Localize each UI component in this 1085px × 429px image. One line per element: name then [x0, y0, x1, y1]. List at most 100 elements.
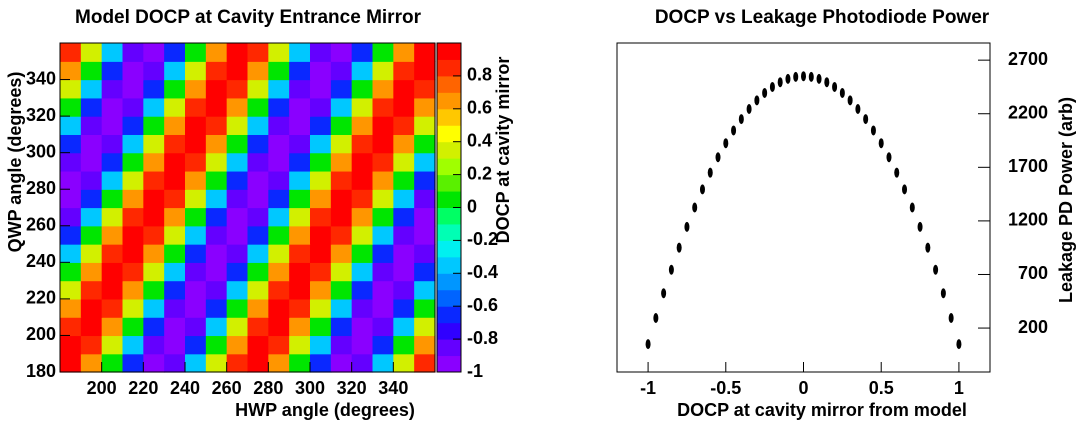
scatter-point — [731, 125, 737, 136]
heatmap-cell — [310, 97, 332, 117]
heatmap-cell — [330, 353, 353, 373]
heatmap-cell — [268, 152, 290, 172]
heatmap-cell — [226, 225, 249, 245]
heatmap-cell — [414, 244, 436, 263]
x-tick-label: 320 — [337, 378, 367, 398]
x-tick-label: 340 — [378, 378, 408, 398]
y-tick-label: 280 — [26, 178, 56, 198]
heatmap-cell — [185, 280, 207, 300]
heatmap-cell — [393, 335, 415, 355]
heatmap-cell — [164, 353, 186, 373]
heatmap-cell — [351, 116, 374, 135]
heatmap-cell — [310, 244, 332, 263]
heatmap-cell — [268, 317, 290, 337]
y-tick-label: 2200 — [1008, 102, 1048, 122]
x-tick-label: -1 — [640, 378, 656, 398]
heatmap-cell — [289, 116, 311, 135]
y-tick-label: 240 — [26, 251, 56, 271]
heatmap-cell — [247, 61, 269, 81]
heatmap-cell — [414, 97, 436, 117]
heatmap-cell — [351, 97, 374, 117]
heatmap-cell — [226, 353, 249, 373]
scatter-point — [956, 339, 962, 350]
heatmap-cell — [143, 298, 165, 318]
scatter-point — [816, 73, 822, 84]
color-scale-tick-label: 0.8 — [467, 65, 492, 85]
heatmap-cell — [393, 189, 415, 209]
heatmap-cell — [289, 298, 311, 318]
heatmap-cell — [185, 79, 207, 99]
heatmap-cell — [205, 152, 228, 172]
x-tick-label: 260 — [212, 378, 242, 398]
x-axis-label: DOCP at cavity mirror from model — [677, 400, 967, 420]
heatmap-cell — [122, 298, 144, 318]
heatmap-cell — [60, 189, 82, 209]
heatmap-cell — [226, 244, 249, 263]
scatter-point — [738, 114, 744, 125]
heatmap-cell — [226, 61, 249, 81]
heatmap-cell — [414, 152, 436, 172]
heatmap-cell — [101, 317, 124, 337]
y-tick-label: 320 — [26, 105, 56, 125]
heatmap-cell — [185, 152, 207, 172]
heatmap-cell — [143, 335, 165, 355]
heatmap-cell — [164, 244, 186, 263]
plot-frame — [616, 42, 991, 373]
color-scale-box — [437, 141, 461, 159]
heatmap-cell — [372, 79, 394, 99]
heatmap-cell — [330, 298, 353, 318]
heatmap-cell — [414, 262, 436, 282]
heatmap-cell — [164, 298, 186, 318]
heatmap-cell — [205, 116, 228, 135]
heatmap-cell — [80, 170, 103, 190]
scatter-point — [839, 87, 845, 98]
heatmap-cell — [60, 170, 82, 190]
color-scale-tick-label: 0 — [467, 196, 477, 216]
y-tick-label: 260 — [26, 215, 56, 235]
scatter-point — [870, 125, 876, 136]
heatmap-cell — [393, 207, 415, 227]
heatmap-cell — [101, 61, 124, 81]
heatmap-cell — [122, 317, 144, 337]
heatmap-cell — [393, 244, 415, 263]
scatter-point — [925, 242, 931, 253]
scatter-point — [940, 288, 946, 299]
heatmap-cell — [289, 61, 311, 81]
x-tick-label: 200 — [87, 378, 117, 398]
heatmap-cell — [414, 298, 436, 318]
heatmap-cell — [247, 317, 269, 337]
heatmap-cell — [247, 134, 269, 154]
heatmap-cell — [268, 335, 290, 355]
scatter-point — [832, 81, 838, 92]
heatmap-cell — [122, 152, 144, 172]
heatmap-cell — [205, 244, 228, 263]
heatmap-cell — [185, 335, 207, 355]
heatmap-cell — [351, 280, 374, 300]
heatmap-cell — [351, 134, 374, 154]
heatmap-cell — [289, 152, 311, 172]
heatmap-cell — [393, 170, 415, 190]
heatmap-cell — [80, 189, 103, 209]
heatmap-cell — [122, 170, 144, 190]
heatmap-cell — [60, 298, 82, 318]
heatmap-cell — [372, 280, 394, 300]
scatter-point — [948, 312, 954, 323]
heatmap-cell — [205, 262, 228, 282]
heatmap-cell — [143, 225, 165, 245]
color-scale-tick-label: -0.4 — [467, 262, 498, 282]
heatmap-cell — [414, 170, 436, 190]
heatmap-cell — [330, 317, 353, 337]
heatmap-cell — [414, 189, 436, 209]
heatmap-cell — [247, 262, 269, 282]
heatmap-cell — [372, 189, 394, 209]
heatmap-cell — [185, 262, 207, 282]
heatmap-cell — [226, 189, 249, 209]
heatmap-cell — [80, 43, 103, 62]
x-tick-label: 0.5 — [869, 378, 894, 398]
heatmap-cell — [101, 353, 124, 373]
heatmap-cell — [393, 152, 415, 172]
color-scale-box — [437, 108, 461, 126]
scatter-point — [902, 184, 908, 195]
heatmap-cell — [101, 97, 124, 117]
scatter-point — [653, 312, 659, 323]
